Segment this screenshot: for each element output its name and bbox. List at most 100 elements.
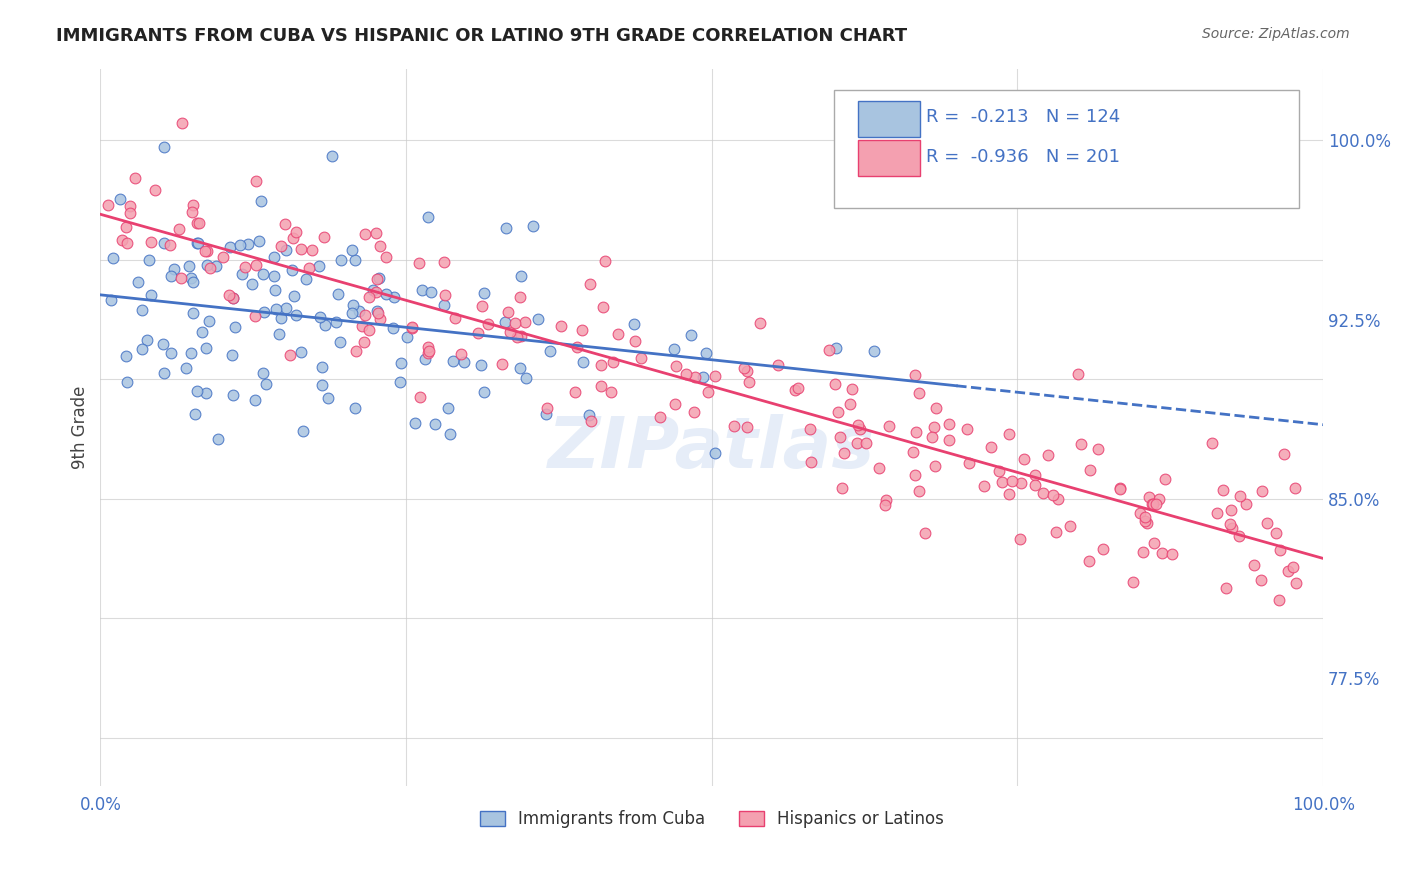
Point	[1136, 516, 1159, 530]
Point	[124, 171, 146, 186]
Point	[159, 268, 181, 283]
Text: IMMIGRANTS FROM CUBA VS HISPANIC OR LATINO 9TH GRADE CORRELATION CHART: IMMIGRANTS FROM CUBA VS HISPANIC OR LATI…	[56, 27, 907, 45]
Point	[325, 315, 347, 329]
Point	[470, 358, 492, 372]
Point	[292, 424, 315, 438]
Point	[834, 445, 856, 459]
Point	[436, 401, 458, 415]
Point	[879, 419, 901, 434]
Point	[973, 478, 995, 492]
Point	[665, 359, 688, 374]
Point	[252, 305, 274, 319]
Point	[190, 325, 212, 339]
Point	[186, 236, 208, 251]
Point	[855, 436, 877, 450]
Point	[453, 355, 475, 369]
Point	[467, 326, 489, 340]
Point	[908, 385, 931, 400]
Point	[980, 440, 1002, 454]
Point	[600, 384, 623, 399]
Point	[695, 346, 717, 360]
Point	[589, 378, 612, 392]
Point	[623, 317, 645, 331]
Point	[283, 289, 305, 303]
Point	[873, 498, 896, 512]
Point	[219, 240, 242, 254]
Point	[593, 253, 616, 268]
Point	[1256, 516, 1278, 531]
Point	[1222, 521, 1244, 535]
Point	[160, 346, 183, 360]
Point	[152, 366, 174, 380]
Point	[198, 314, 221, 328]
Point	[494, 315, 516, 329]
Point	[181, 306, 204, 320]
Point	[630, 351, 652, 365]
Point	[1215, 581, 1237, 595]
Point	[368, 271, 391, 285]
Point	[1284, 481, 1306, 495]
Point	[472, 384, 495, 399]
Point	[388, 375, 411, 389]
Point	[321, 149, 343, 163]
Point	[395, 329, 418, 343]
Point	[245, 259, 267, 273]
Point	[491, 357, 513, 371]
Point	[692, 370, 714, 384]
Point	[914, 526, 936, 541]
Point	[401, 320, 423, 334]
Point	[188, 216, 211, 230]
Point	[1201, 435, 1223, 450]
Point	[1012, 451, 1035, 466]
Point	[1001, 475, 1024, 489]
Point	[139, 288, 162, 302]
Point	[231, 267, 253, 281]
Point	[477, 317, 499, 331]
Point	[1036, 448, 1059, 462]
Point	[222, 291, 245, 305]
Point	[441, 354, 464, 368]
Point	[418, 346, 440, 360]
Point	[252, 366, 274, 380]
Point	[170, 270, 193, 285]
Point	[998, 427, 1021, 442]
Point	[1008, 533, 1031, 547]
Point	[846, 436, 869, 450]
Point	[921, 430, 943, 444]
Point	[118, 206, 141, 220]
Point	[183, 408, 205, 422]
Point	[550, 318, 572, 333]
Point	[1149, 491, 1171, 506]
Point	[509, 329, 531, 343]
Point	[433, 288, 456, 302]
Point	[607, 327, 630, 342]
Point	[285, 308, 308, 322]
Point	[602, 355, 624, 369]
Point	[367, 306, 389, 320]
Point	[439, 427, 461, 442]
Point	[138, 253, 160, 268]
Point	[1250, 574, 1272, 588]
Point	[326, 287, 349, 301]
Point	[243, 310, 266, 324]
Point	[329, 252, 352, 267]
Point	[354, 227, 377, 242]
Point	[534, 407, 557, 421]
Point	[418, 210, 440, 224]
Point	[118, 199, 141, 213]
Point	[187, 236, 209, 251]
Point	[1142, 497, 1164, 511]
Point	[824, 341, 846, 355]
Point	[344, 344, 367, 359]
Point	[1108, 482, 1130, 496]
Point	[198, 261, 221, 276]
Point	[572, 354, 595, 368]
Point	[495, 220, 517, 235]
Point	[224, 319, 246, 334]
Point	[723, 418, 745, 433]
Point	[340, 243, 363, 257]
Point	[496, 304, 519, 318]
Point	[153, 235, 176, 250]
Point	[998, 487, 1021, 501]
Point	[195, 258, 218, 272]
